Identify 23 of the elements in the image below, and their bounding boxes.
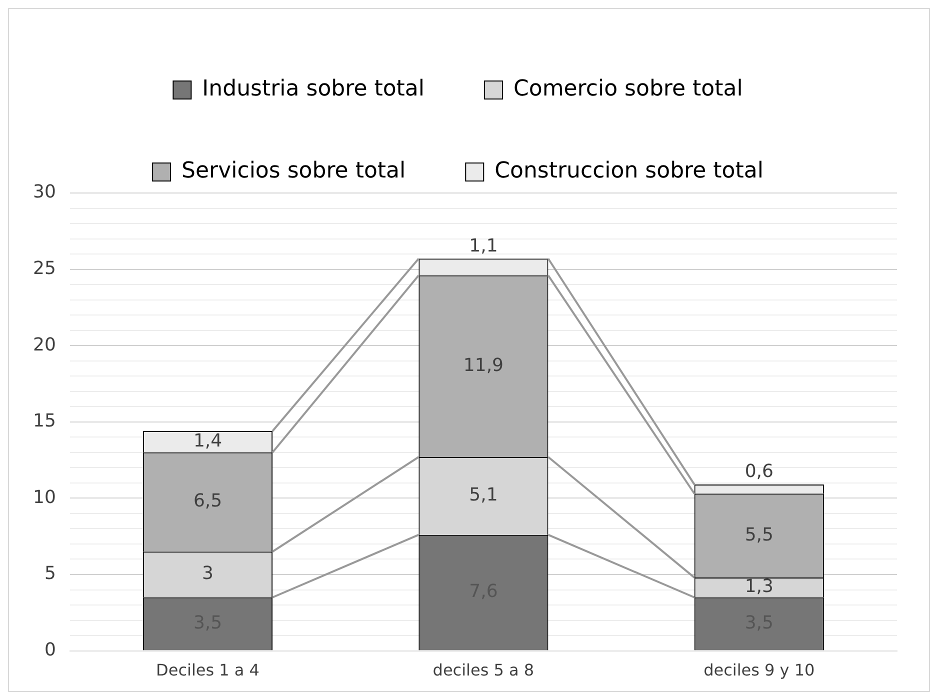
y-tick-label: 20 <box>33 334 56 356</box>
y-tick-label: 5 <box>44 563 56 584</box>
data-label: 0,6 <box>744 461 774 482</box>
legend-label: Industria sobre total <box>202 76 425 102</box>
y-tick-label: 10 <box>33 486 56 508</box>
data-label: 3 <box>202 563 214 584</box>
x-tick-label: deciles 5 a 8 <box>432 660 534 680</box>
data-label: 5,5 <box>744 524 774 546</box>
x-tick-label: deciles 9 y 10 <box>704 660 815 680</box>
data-label: 1,3 <box>744 576 774 598</box>
y-tick-label: 0 <box>44 639 56 660</box>
data-label: 1,4 <box>193 430 222 452</box>
x-tick-label: Deciles 1 a 4 <box>156 660 260 680</box>
y-tick-label: 15 <box>33 410 56 432</box>
data-label: 6,5 <box>193 490 222 512</box>
data-label: 1,1 <box>469 235 498 256</box>
legend-label: Comercio sobre total <box>514 76 743 102</box>
y-tick-label: 25 <box>33 258 56 279</box>
data-label: 11,9 <box>463 354 504 376</box>
legend-label: Servicios sobre total <box>182 158 406 184</box>
data-label: 5,1 <box>469 484 498 506</box>
legend-label: Construccion sobre total <box>494 158 764 184</box>
y-tick-label: 30 <box>33 182 56 203</box>
